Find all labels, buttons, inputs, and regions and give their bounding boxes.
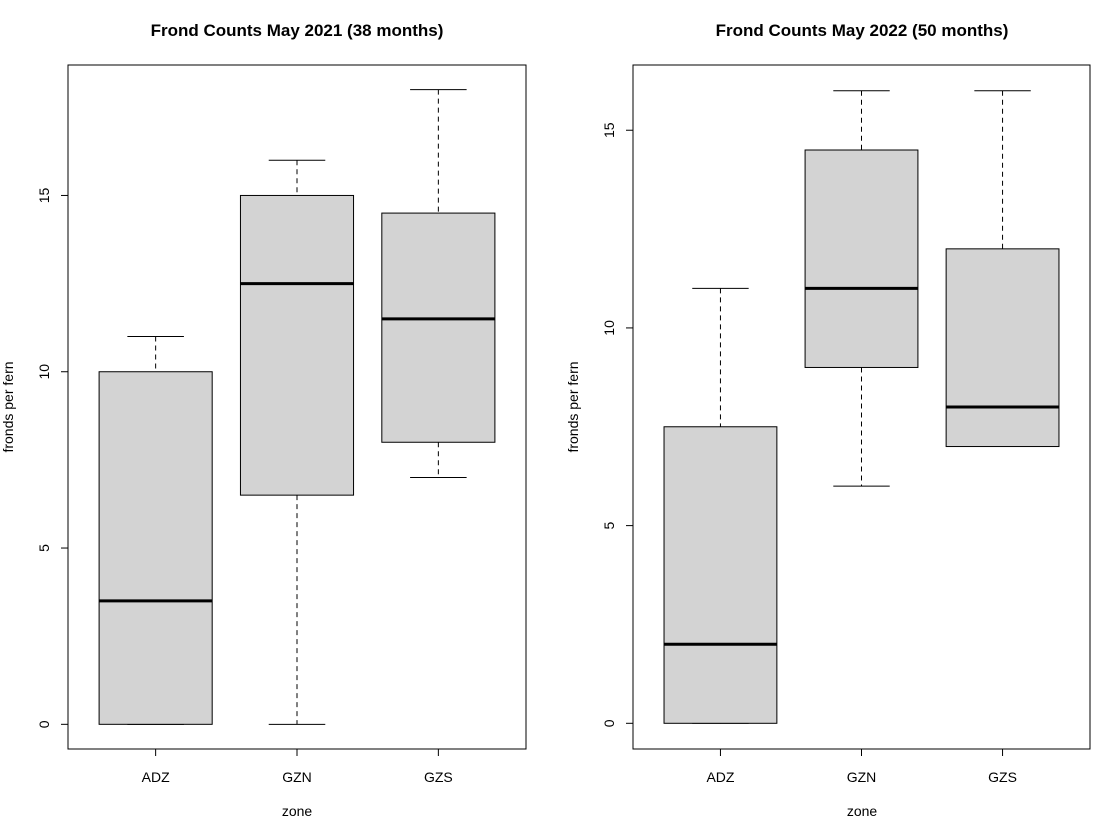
chart-title: Frond Counts May 2022 (50 months) <box>716 21 1009 40</box>
y-tick-label: 0 <box>36 720 52 728</box>
iqr-box <box>663 426 778 724</box>
box-gzs <box>945 90 1060 448</box>
y-tick-label: 15 <box>36 187 52 203</box>
iqr-box <box>945 248 1060 448</box>
y-tick-label: 0 <box>601 719 617 727</box>
iqr-box <box>381 212 496 443</box>
box-adz <box>98 335 213 725</box>
y-tick-label: 10 <box>36 364 52 380</box>
x-axis: ADZ GZN GZS <box>706 748 1017 785</box>
x-tick-label: GZN <box>282 769 312 785</box>
x-tick-label: GZS <box>424 769 453 785</box>
x-axis-label: zone <box>282 803 313 819</box>
box-adz <box>663 287 778 724</box>
x-tick-label: GZS <box>988 769 1017 785</box>
x-axis-label: zone <box>847 803 878 819</box>
x-tick-label: GZN <box>847 769 877 785</box>
iqr-box <box>239 194 355 496</box>
y-axis: 0 5 10 15 <box>601 122 634 727</box>
panel-may-2021: Frond Counts May 2021 (38 months) zone f… <box>0 21 527 819</box>
iqr-box <box>804 149 919 368</box>
x-tick-label: ADZ <box>142 769 170 785</box>
iqr-box <box>98 371 213 725</box>
box-gzs <box>381 89 496 479</box>
y-axis-label: fronds per fern <box>565 361 581 452</box>
x-axis: ADZ GZN GZS <box>142 748 453 785</box>
y-axis: 0 5 10 15 <box>36 187 69 728</box>
box-gzn <box>239 159 355 725</box>
y-axis-label: fronds per fern <box>0 361 16 452</box>
y-tick-label: 15 <box>601 122 617 138</box>
y-tick-label: 5 <box>36 544 52 552</box>
box-gzn <box>804 90 919 487</box>
panel-may-2022: Frond Counts May 2022 (50 months) zone f… <box>565 21 1091 819</box>
y-tick-label: 5 <box>601 522 617 530</box>
x-tick-label: ADZ <box>706 769 734 785</box>
chart-title: Frond Counts May 2021 (38 months) <box>151 21 444 40</box>
y-tick-label: 10 <box>601 320 617 336</box>
